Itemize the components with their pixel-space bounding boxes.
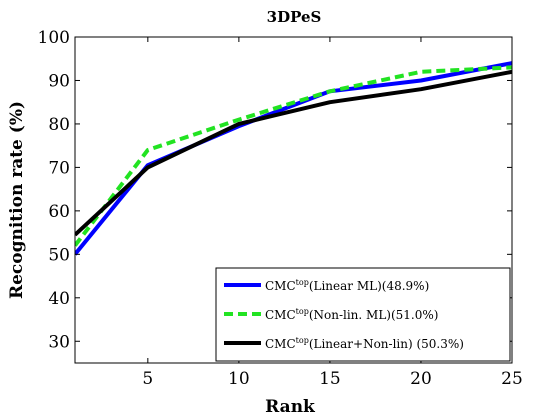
- series-line-3: [75, 69, 512, 237]
- y-tick-label: 100: [38, 28, 70, 48]
- y-tick-label: 70: [48, 158, 70, 178]
- plot-area: [75, 61, 512, 256]
- legend: CMCtop(Linear ML)(48.9%) CMCtop(Non-lin. …: [215, 267, 511, 362]
- y-tick-label: 50: [48, 245, 70, 265]
- axes: [74, 36, 513, 364]
- y-tick-label: 40: [48, 289, 70, 309]
- legend-label-2: CMCtop(Non-lin. ML)(51.0%): [265, 307, 438, 322]
- y-tick-label: 80: [48, 115, 70, 135]
- x-tick-label: 25: [501, 369, 523, 389]
- x-tick-label: 5: [142, 369, 153, 389]
- y-tick-label: 60: [48, 202, 70, 222]
- x-tick-label: 10: [228, 369, 250, 389]
- x-tick-label: 15: [319, 369, 341, 389]
- y-tick-label: 90: [48, 71, 70, 91]
- chart-title: 3DPeS: [267, 8, 322, 26]
- plot-frame: [74, 36, 513, 364]
- axis-ticks: 5 10 15 20 25 30 40 50 60 70 80 90 100: [38, 28, 523, 389]
- legend-label-1: CMCtop(Linear ML)(48.9%): [265, 278, 429, 293]
- y-tick-label: 30: [48, 332, 70, 352]
- y-axis-title: Recognition rate (%): [7, 101, 27, 299]
- series-line-2: [75, 65, 512, 247]
- x-tick-label: 20: [410, 369, 432, 389]
- legend-box: [215, 267, 511, 362]
- x-axis-title: Rank: [265, 397, 316, 417]
- legend-label-3: CMCtop(Linear+Non-lin) (50.3%): [265, 336, 464, 351]
- series-line-1: [75, 61, 512, 256]
